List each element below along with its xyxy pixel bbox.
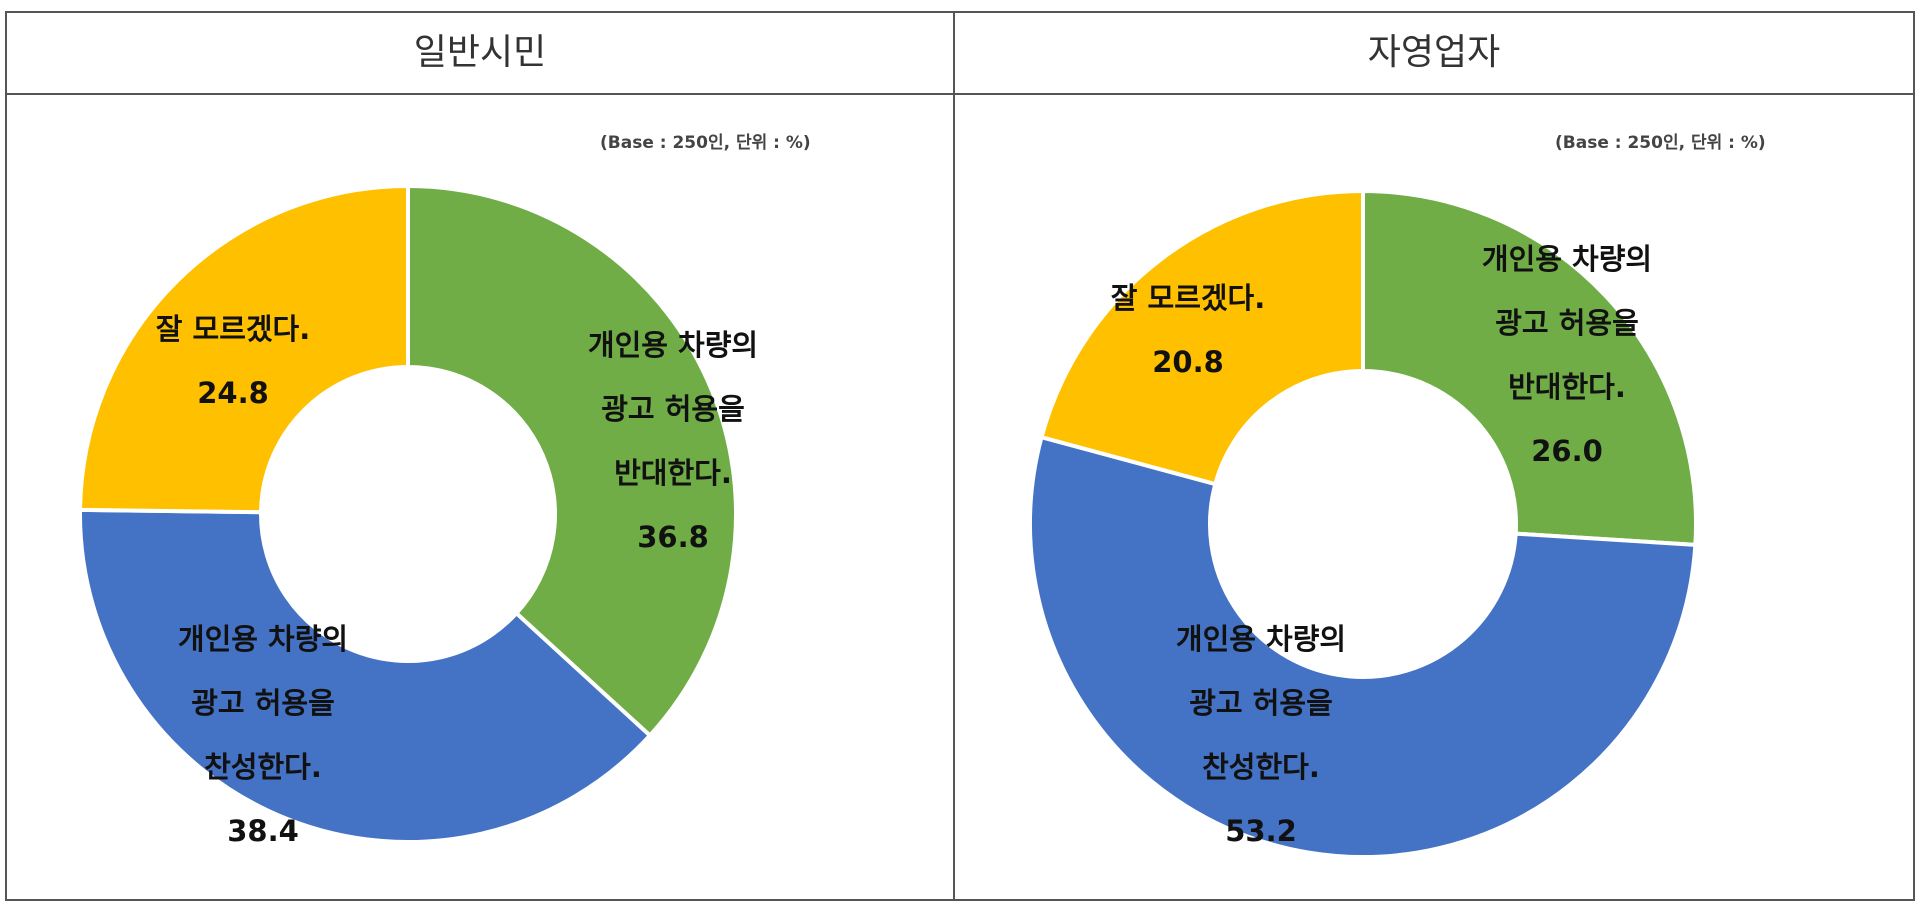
donut-slice — [77, 183, 410, 515]
donut-slice — [406, 183, 738, 739]
slice-label: 잘 모르겠다. 24.8 — [156, 297, 311, 425]
donut-slice — [1039, 188, 1365, 487]
value-label: 53.2 — [1225, 814, 1297, 848]
slice-label: 개인용 차량의 광고 허용을 찬성한다. 38.4 — [178, 607, 348, 863]
category-label: 개인용 차량의 광고 허용을 찬성한다. — [1175, 622, 1347, 784]
donut-slice — [78, 507, 653, 844]
chart-note: (Base : 250인, 단위 : %) — [600, 133, 811, 153]
value-label: 38.4 — [227, 814, 299, 848]
chart-note: (Base : 250인, 단위 : %) — [1555, 133, 1766, 153]
value-label: 36.8 — [637, 520, 709, 554]
table-border — [5, 11, 1915, 901]
slice-label: 잘 모르겠다. 20.8 — [1111, 266, 1266, 394]
chart-title: 일반시민 — [413, 32, 547, 73]
value-label: 26.0 — [1531, 434, 1603, 468]
donut-slice — [1028, 434, 1698, 859]
donut-slice — [1361, 188, 1698, 548]
category-label: 잘 모르겠다. — [155, 312, 311, 346]
value-label: 24.8 — [197, 376, 269, 410]
slice-label: 개인용 차량의 광고 허용을 반대한다. 26.0 — [1482, 227, 1652, 483]
category-label: 개인용 차량의 광고 허용을 반대한다. — [587, 328, 759, 490]
category-label: 잘 모르겠다. — [1110, 281, 1266, 315]
slice-label: 개인용 차량의 광고 허용을 찬성한다. 53.2 — [1176, 607, 1346, 863]
chart-title: 자영업자 — [1367, 32, 1501, 73]
value-label: 20.8 — [1152, 345, 1224, 379]
slice-label: 개인용 차량의 광고 허용을 반대한다. 36.8 — [588, 313, 758, 569]
category-label: 개인용 차량의 광고 허용을 반대한다. — [1481, 242, 1653, 404]
category-label: 개인용 차량의 광고 허용을 찬성한다. — [177, 622, 349, 784]
